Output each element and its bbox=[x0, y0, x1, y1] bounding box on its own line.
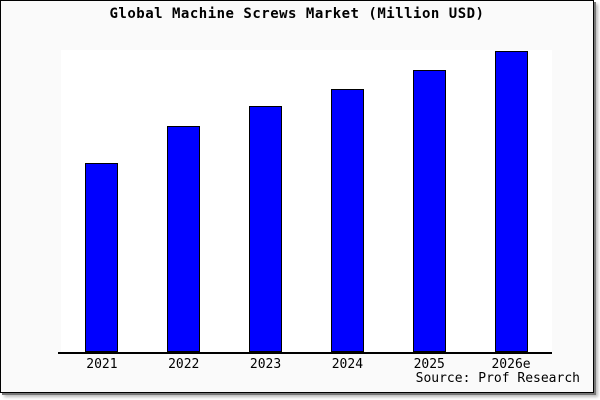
x-axis-line bbox=[58, 352, 552, 354]
chart-title: Global Machine Screws Market (Million US… bbox=[109, 6, 485, 22]
plot-area bbox=[61, 50, 552, 352]
chart-canvas: Global Machine Screws Market (Million US… bbox=[0, 0, 594, 393]
bars-row bbox=[61, 50, 552, 352]
bar-2023 bbox=[249, 105, 283, 352]
bar-2022 bbox=[167, 126, 201, 352]
bar-2024 bbox=[330, 88, 364, 352]
x-tick-label-2022: 2022 bbox=[168, 357, 200, 372]
source-note: Source: Prof Research bbox=[415, 371, 580, 386]
x-tick-label-2025: 2025 bbox=[413, 357, 445, 372]
x-tick-label-2026e: 2026e bbox=[491, 357, 531, 372]
x-tick-label-2023: 2023 bbox=[249, 357, 282, 372]
bar-slot-2024 bbox=[306, 50, 388, 352]
bar-slot-2025 bbox=[388, 50, 470, 352]
bar-slot-2026e bbox=[470, 50, 552, 352]
bar-2021 bbox=[85, 162, 119, 352]
x-tick-label-2021: 2021 bbox=[86, 357, 118, 372]
bar-2026e bbox=[494, 50, 528, 352]
bar-slot-2021 bbox=[61, 50, 143, 352]
bar-2025 bbox=[412, 69, 446, 352]
x-tick-label-2024: 2024 bbox=[331, 357, 364, 372]
bar-slot-2022 bbox=[143, 50, 225, 352]
bar-slot-2023 bbox=[225, 50, 307, 352]
x-axis-labels: 2021 2022 2023 2024 2025 2026e bbox=[61, 357, 552, 372]
